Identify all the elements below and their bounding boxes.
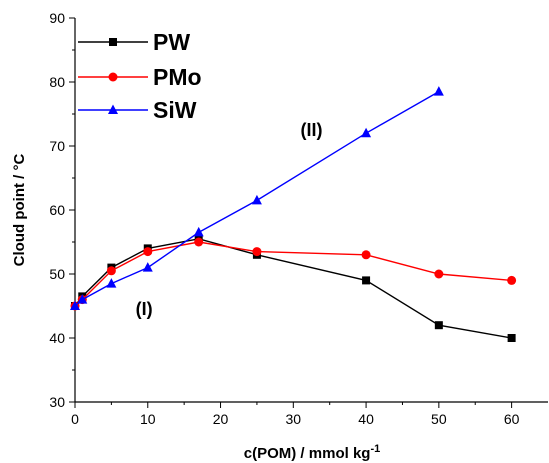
series-pw (71, 234, 516, 342)
series-pmo-point (194, 237, 204, 247)
legend-siw-label: SiW (153, 97, 197, 123)
x-tick-label: 10 (140, 411, 156, 427)
y-tick-label: 50 (49, 266, 65, 282)
series-siw-point (361, 127, 372, 138)
series-pmo-point (507, 275, 517, 285)
legend-pw-label: PW (153, 29, 190, 55)
region-label: (I) (136, 299, 153, 319)
series-siw-point (70, 300, 80, 310)
y-tick-label: 40 (49, 330, 65, 346)
y-tick-label: 90 (49, 10, 65, 26)
series-siw-point (251, 194, 262, 205)
x-tick-label: 50 (431, 411, 447, 427)
y-tick-label: 30 (49, 394, 65, 410)
axis-tick-labels: 0 10 20 30 40 50 60 30 40 50 60 70 80 90 (49, 10, 519, 427)
series-pw-point (362, 276, 371, 285)
legend-siw-marker (108, 104, 118, 114)
region-label: (II) (301, 120, 323, 140)
region-annotations: (I) (II) (136, 120, 323, 319)
series-pmo-point (252, 247, 262, 257)
legend: PW PMo SiW (78, 29, 202, 123)
x-tick-label: 0 (71, 411, 79, 427)
x-axis-title-main: c(POM) / mmol kg (244, 445, 371, 462)
series-siw-point (193, 226, 204, 237)
axis-ticks (69, 17, 513, 408)
y-tick-label: 80 (49, 74, 65, 90)
y-tick-label: 70 (49, 138, 65, 154)
series-pmo (70, 237, 517, 311)
series-siw-point (433, 86, 444, 96)
series-pmo-point (106, 266, 116, 276)
series-pmo-point (361, 250, 371, 260)
series-pw-line (74, 238, 512, 339)
x-tick-label: 30 (286, 411, 302, 427)
plot-area-frame (74, 18, 548, 403)
legend-pmo-label: PMo (153, 64, 202, 90)
data-series (70, 86, 517, 342)
x-axis-title: c(POM) / mmol kg-1 (244, 443, 380, 462)
legend-pw-marker (109, 38, 117, 46)
y-axis-title: Cloud point / °C (11, 154, 28, 267)
series-pmo-point (434, 269, 444, 279)
series-siw-point (77, 294, 88, 304)
x-axis-title-superscript: -1 (370, 443, 380, 455)
series-siw-point (106, 278, 117, 288)
series-pw-point (434, 321, 443, 330)
series-pmo-point (143, 247, 153, 257)
x-tick-label: 20 (213, 411, 229, 427)
series-pw-point (507, 334, 516, 342)
y-tick-label: 60 (49, 202, 65, 218)
x-tick-label: 60 (504, 411, 520, 427)
legend-pmo-marker (108, 72, 118, 82)
series-siw-line (74, 90, 440, 307)
series-siw (70, 86, 444, 310)
series-siw-point (142, 262, 153, 272)
x-tick-label: 40 (358, 411, 374, 427)
